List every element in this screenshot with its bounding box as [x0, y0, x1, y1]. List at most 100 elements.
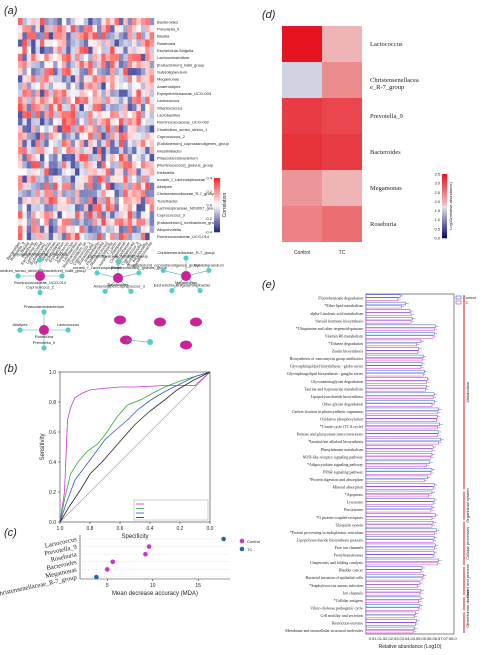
- heatmap-cell: [92, 139, 98, 148]
- heatmap-cell: [136, 46, 142, 55]
- heatmap-cell: [140, 111, 146, 119]
- network-hub: [35, 271, 45, 281]
- colorbar-segment: [442, 234, 447, 237]
- heatmap-cell: [96, 218, 102, 226]
- heatmap-cell: [44, 204, 49, 212]
- heatmap-cell: [145, 96, 150, 105]
- heatmap-cell: [26, 182, 32, 191]
- heatmap-cell: [70, 132, 76, 140]
- heatmap-cell: [127, 96, 133, 105]
- heatmap-cell: [31, 89, 36, 97]
- heatmap-cell: [61, 154, 67, 162]
- heatmap-cell: [66, 175, 71, 183]
- bar: [365, 407, 439, 411]
- bar: [365, 516, 433, 520]
- heatmap-cell: [48, 139, 54, 148]
- heatmap-cell: [18, 118, 23, 126]
- heatmap-cell: [57, 89, 63, 97]
- heatmap-cell: [79, 46, 85, 55]
- heatmap-cell: [101, 118, 106, 126]
- heatmap-cell: [149, 32, 155, 40]
- heatmap-cell: [149, 182, 155, 191]
- network-node: [115, 258, 121, 265]
- heatmap-cell: [22, 204, 27, 212]
- group-label: Genet and process: [465, 564, 470, 598]
- heatmap-cell: [57, 103, 63, 112]
- heatmap-cell: [22, 197, 27, 205]
- bar: [365, 312, 412, 316]
- heatmap-cell: [35, 175, 41, 183]
- heatmap-cell: [140, 118, 146, 126]
- heatmap-cell: [53, 211, 58, 219]
- heatmap-cell: [118, 75, 124, 83]
- heatmap-cell: [26, 189, 32, 198]
- colorbar-segment: [442, 196, 447, 199]
- heatmap-cell: [35, 53, 41, 62]
- heatmap-cell: [118, 89, 124, 97]
- heatmap-cell: [132, 161, 137, 169]
- heatmap-cell: [118, 161, 124, 169]
- heatmap-cell: [110, 68, 115, 76]
- heatmap-cell: [44, 39, 49, 47]
- heatmap-cell: [35, 75, 41, 83]
- network-node: [206, 267, 212, 274]
- y-tick-label: 0.8: [49, 400, 56, 406]
- panel-label-b: (b): [4, 363, 18, 375]
- heatmap-cell: [123, 103, 128, 112]
- heatmap-cell: [57, 60, 63, 69]
- heatmap-cell: [149, 96, 155, 105]
- bar: [365, 463, 427, 467]
- heatmap-cell: [39, 68, 45, 76]
- heatmap-cell: [18, 96, 23, 105]
- heatmap-cell: [92, 161, 98, 169]
- heatmap-row-label: [Eubacterium]_coprostanoligenes_group: [157, 141, 230, 146]
- bar: [365, 448, 433, 452]
- heatmap-cell: [70, 211, 76, 219]
- heatmap-cell: [44, 103, 49, 112]
- colorbar-segment: [214, 200, 220, 203]
- heatmap-cell: [35, 211, 41, 219]
- heatmap-cell: [44, 75, 49, 83]
- heatmap-cell: [123, 232, 128, 241]
- bar-category-label: *Inositol/ine alkaloid biosynthesis: [308, 439, 363, 444]
- y-axis-label: Sensitivity: [40, 433, 46, 460]
- heatmap-cell: [61, 53, 67, 62]
- heatmap-cell: [26, 175, 32, 183]
- heatmap-cell: [79, 182, 85, 191]
- heatmap-cell: [53, 75, 58, 83]
- heatmap-cell: [26, 46, 32, 55]
- heatmap-cell: [123, 189, 128, 198]
- heatmap-cell: [114, 132, 120, 140]
- heatmap-cell: [127, 103, 133, 112]
- heatmap-cell: [75, 132, 80, 140]
- heatmap-cell: [31, 218, 36, 226]
- heatmap-cell: [22, 118, 27, 126]
- heatmap-cell: [83, 25, 89, 33]
- bar: [365, 324, 436, 328]
- heatmap-cell: [26, 118, 32, 126]
- heatmap-cell: [75, 225, 80, 234]
- heatmap-cell: [96, 25, 102, 33]
- heatmap-cell: [132, 18, 137, 26]
- x-tick-label: 6.0: [429, 636, 435, 641]
- heatmap-cell: [101, 175, 106, 183]
- heatmap-cell: [70, 182, 76, 191]
- heatmap-cell: [26, 139, 32, 148]
- heatmap-cell: [53, 118, 58, 126]
- colorbar-segment: [442, 180, 447, 183]
- heatmap-cell: [57, 118, 63, 126]
- heatmap-cell: [79, 18, 85, 26]
- heatmap-cell: [132, 182, 137, 191]
- heatmap-cell: [114, 146, 120, 155]
- heatmap-cell: [48, 18, 54, 26]
- heatmap-cell: [70, 18, 76, 26]
- heatmap-cell: [53, 161, 58, 169]
- heatmap-cell: [118, 146, 124, 155]
- heatmap-cell: [83, 189, 89, 198]
- heatmap-cell: [132, 211, 137, 219]
- heatmap-cell: [70, 82, 76, 90]
- heatmap-cell: [31, 82, 36, 90]
- bar: [365, 415, 438, 419]
- heatmap-cell: [18, 161, 23, 169]
